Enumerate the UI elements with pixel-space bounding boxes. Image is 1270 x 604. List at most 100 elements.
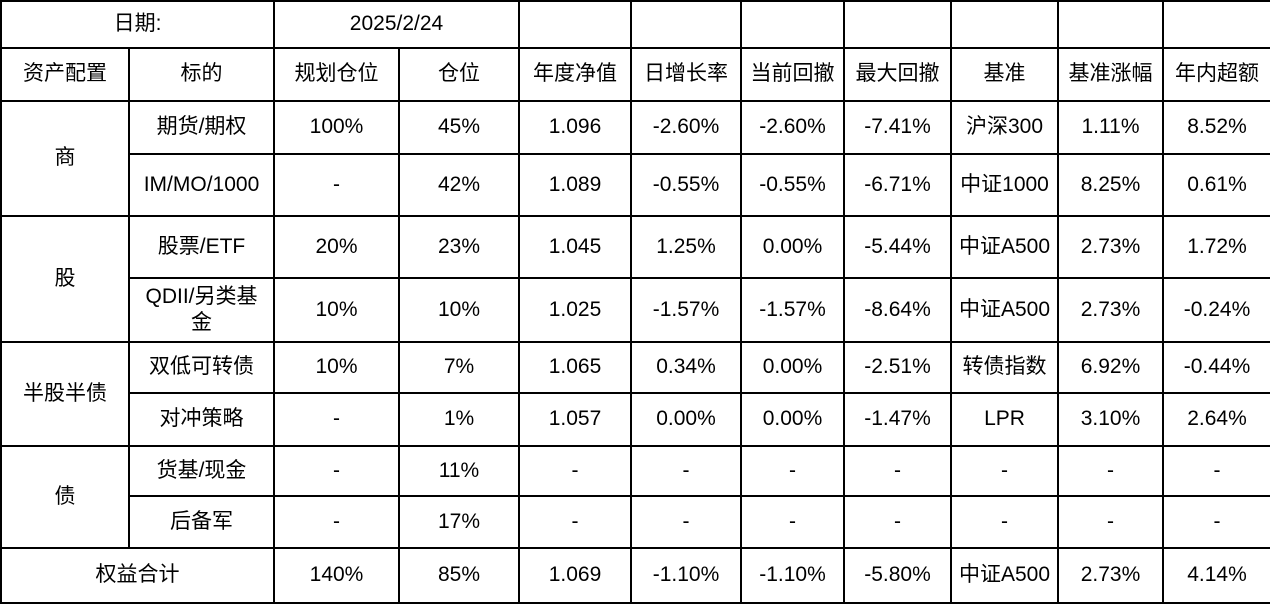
cell-ytd-excess: 0.61% (1162, 153, 1270, 217)
cell-benchmark: - (950, 495, 1059, 549)
cell-position: 1% (398, 392, 520, 447)
cell-benchmark: 中证A500 (950, 215, 1059, 279)
cell-benchmark: 转债指数 (950, 341, 1059, 394)
cell-planned-position: 140% (273, 547, 400, 604)
date-row: 日期: 2025/2/24 (0, 0, 1270, 49)
col-header-ytd-excess: 年内超额 (1162, 47, 1270, 102)
cell-max-drawdown: -6.71% (843, 153, 952, 217)
table-row: 后备军 - 17% - - - - - - - (1, 495, 1270, 549)
cell-daily-growth: -2.60% (630, 100, 742, 155)
cell-planned-position: 100% (273, 100, 400, 155)
cell-benchmark-change: 2.73% (1057, 547, 1164, 604)
cell-annual-nav: - (518, 445, 632, 497)
cell-benchmark-change: - (1057, 495, 1164, 549)
cell-ytd-excess: 2.64% (1162, 392, 1270, 447)
cell-benchmark-change: 1.11% (1057, 100, 1164, 155)
empty-cell (1162, 0, 1270, 49)
cell-ytd-excess: 4.14% (1162, 547, 1270, 604)
total-row: 权益合计 140% 85% 1.069 -1.10% -1.10% -5.80%… (0, 547, 1270, 604)
table-row: 股 股票/ETF 20% 23% 1.045 1.25% 0.00% -5.44… (0, 215, 1270, 343)
cell-ytd-excess: -0.44% (1162, 341, 1270, 394)
cell-daily-growth: - (630, 445, 742, 497)
cell-max-drawdown: -1.47% (843, 392, 952, 447)
cell-daily-growth: -1.10% (630, 547, 742, 604)
cell-planned-position: 10% (273, 341, 400, 394)
cell-position: 11% (398, 445, 520, 497)
cell-benchmark-change: 2.73% (1057, 277, 1164, 343)
cell-max-drawdown: -5.44% (843, 215, 952, 279)
group-label-bond: 债 (0, 445, 130, 549)
col-header-target: 标的 (128, 47, 275, 102)
total-label-cell: 权益合计 (0, 547, 275, 604)
col-header-position: 仓位 (398, 47, 520, 102)
cell-daily-growth: 0.34% (630, 341, 742, 394)
cell-target: 股票/ETF (128, 215, 275, 279)
col-header-benchmark-change: 基准涨幅 (1057, 47, 1164, 102)
cell-annual-nav: 1.025 (518, 277, 632, 343)
table-row: QDII/另类基金 10% 10% 1.025 -1.57% -1.57% -8… (1, 277, 1270, 343)
empty-cell (1057, 0, 1164, 49)
cell-annual-nav: 1.065 (518, 341, 632, 394)
cell-benchmark: 沪深300 (950, 100, 1059, 155)
empty-cell (518, 0, 632, 49)
cell-position: 17% (398, 495, 520, 549)
cell-target: 后备军 (128, 495, 275, 549)
col-header-daily-growth: 日增长率 (630, 47, 742, 102)
cell-target: 期货/期权 (128, 100, 275, 155)
date-label-cell: 日期: (0, 0, 275, 49)
cell-max-drawdown: -5.80% (843, 547, 952, 604)
cell-current-drawdown: 0.00% (740, 215, 845, 279)
group-label-stock: 股 (0, 215, 130, 343)
cell-annual-nav: 1.045 (518, 215, 632, 279)
cell-annual-nav: 1.096 (518, 100, 632, 155)
table-row: 债 货基/现金 - 11% - - - - - - - (0, 445, 1270, 549)
cell-ytd-excess: -0.24% (1162, 277, 1270, 343)
date-value-cell: 2025/2/24 (273, 0, 520, 49)
cell-current-drawdown: -2.60% (740, 100, 845, 155)
cell-position: 10% (398, 277, 520, 343)
empty-cell (950, 0, 1059, 49)
cell-daily-growth: - (630, 495, 742, 549)
group-label-half-stock-bond: 半股半债 (0, 341, 130, 447)
cell-benchmark: - (950, 445, 1059, 497)
cell-target: 双低可转债 (128, 341, 275, 394)
cell-position: 23% (398, 215, 520, 279)
cell-max-drawdown: -7.41% (843, 100, 952, 155)
cell-planned-position: 10% (273, 277, 400, 343)
cell-benchmark-change: 3.10% (1057, 392, 1164, 447)
cell-position: 42% (398, 153, 520, 217)
cell-current-drawdown: 0.00% (740, 392, 845, 447)
cell-benchmark-change: 6.92% (1057, 341, 1164, 394)
empty-cell (740, 0, 845, 49)
cell-benchmark: LPR (950, 392, 1059, 447)
cell-planned-position: - (273, 445, 400, 497)
cell-current-drawdown: - (740, 445, 845, 497)
cell-max-drawdown: - (843, 495, 952, 549)
cell-max-drawdown: -2.51% (843, 341, 952, 394)
cell-target: 货基/现金 (128, 445, 275, 497)
cell-daily-growth: 0.00% (630, 392, 742, 447)
cell-current-drawdown: -1.57% (740, 277, 845, 343)
group-label-commodity: 商 (0, 100, 130, 217)
col-header-annual-nav: 年度净值 (518, 47, 632, 102)
col-header-planned-position: 规划仓位 (273, 47, 400, 102)
cell-target: 对冲策略 (128, 392, 275, 447)
empty-cell (843, 0, 952, 49)
cell-ytd-excess: 1.72% (1162, 215, 1270, 279)
cell-annual-nav: 1.057 (518, 392, 632, 447)
cell-ytd-excess: - (1162, 495, 1270, 549)
cell-benchmark-change: 8.25% (1057, 153, 1164, 217)
cell-current-drawdown: -0.55% (740, 153, 845, 217)
empty-cell (630, 0, 742, 49)
cell-annual-nav: 1.069 (518, 547, 632, 604)
header-row: 资产配置 标的 规划仓位 仓位 年度净值 日增长率 当前回撤 最大回撤 基准 基… (0, 47, 1270, 102)
cell-daily-growth: -0.55% (630, 153, 742, 217)
cell-planned-position: - (273, 495, 400, 549)
cell-max-drawdown: -8.64% (843, 277, 952, 343)
cell-benchmark-change: 2.73% (1057, 215, 1164, 279)
cell-position: 45% (398, 100, 520, 155)
cell-daily-growth: 1.25% (630, 215, 742, 279)
cell-position: 7% (398, 341, 520, 394)
cell-planned-position: 20% (273, 215, 400, 279)
